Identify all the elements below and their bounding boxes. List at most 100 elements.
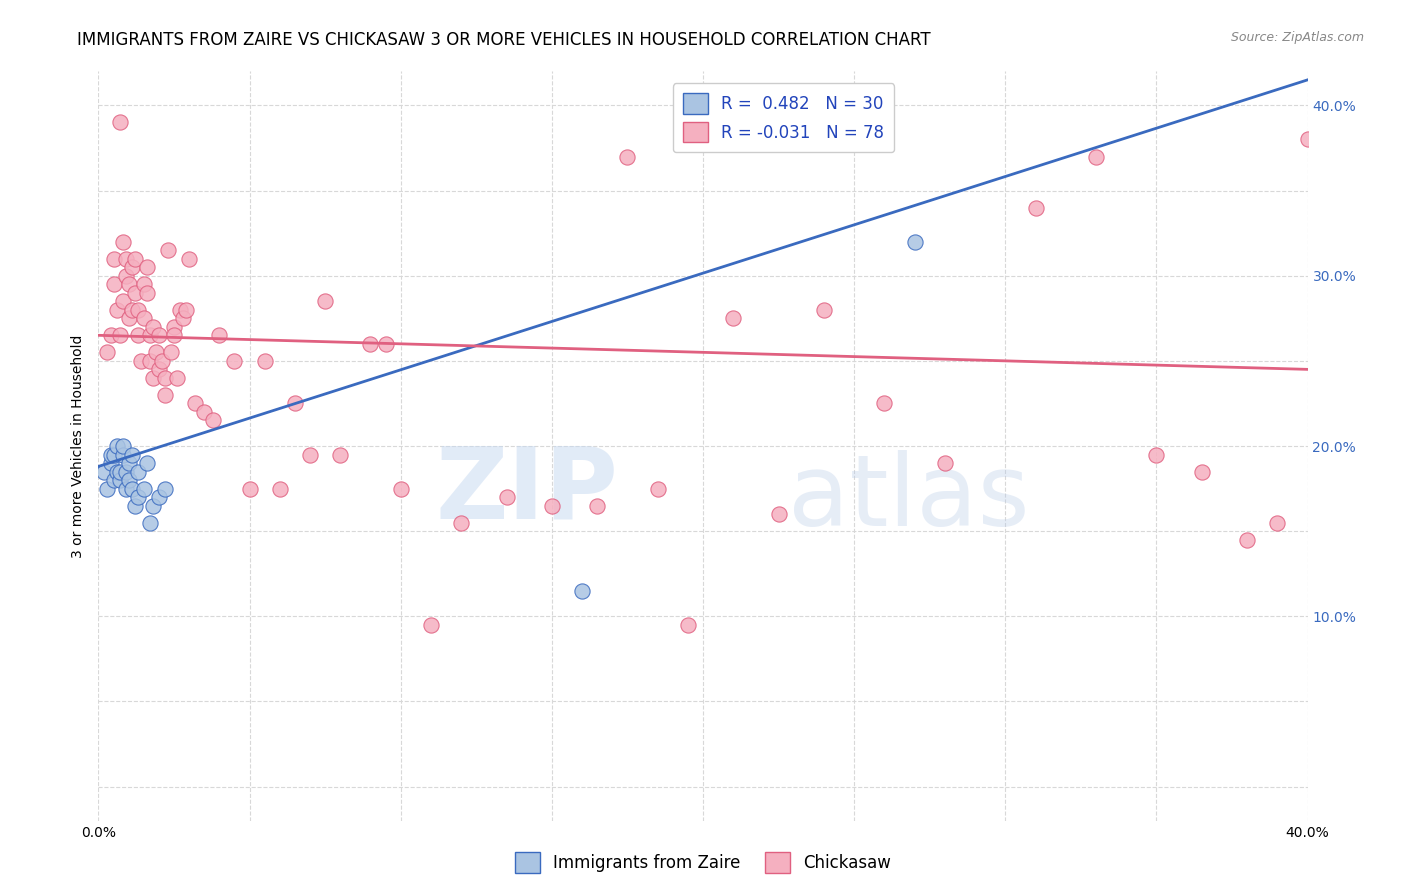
Point [111,294,134,309]
Point [184,396,207,410]
Text: ZIP: ZIP [436,442,619,540]
Point [100,456,122,470]
Point [160,345,183,359]
Point [121,448,143,462]
Point [153,371,176,385]
Point [148,328,170,343]
Point [150,354,173,368]
Point [174,302,197,317]
Point [108,473,131,487]
Point [103,448,125,462]
Point [132,311,155,326]
Text: atlas: atlas [787,450,1029,547]
Point [389,482,412,496]
Point [103,277,125,292]
Point [135,285,157,300]
Point [284,396,307,410]
Point [127,328,149,343]
Point [100,328,122,343]
Point [129,354,152,368]
Point [156,243,179,257]
Point [153,482,176,496]
Point [139,328,162,343]
Point [132,482,155,496]
Point [768,507,790,521]
Point [616,149,638,163]
Point [124,285,146,300]
Y-axis label: 3 or more Vehicles in Household: 3 or more Vehicles in Household [72,334,86,558]
Point [127,490,149,504]
Point [121,260,143,275]
Point [314,294,336,309]
Point [208,328,231,343]
Point [121,482,143,496]
Point [163,328,186,343]
Point [676,617,699,632]
Point [1085,149,1108,163]
Point [360,336,382,351]
Point [1296,132,1319,146]
Point [108,115,131,129]
Point [647,482,669,496]
Point [100,448,122,462]
Point [142,319,165,334]
Text: IMMIGRANTS FROM ZAIRE VS CHICKASAW 3 OR MORE VEHICLES IN HOUSEHOLD CORRELATION C: IMMIGRANTS FROM ZAIRE VS CHICKASAW 3 OR … [77,31,931,49]
Point [450,516,472,530]
Point [586,499,609,513]
Point [118,473,141,487]
Point [139,516,162,530]
Point [813,302,835,317]
Point [118,456,141,470]
Point [114,482,136,496]
Point [118,277,141,292]
Point [124,499,146,513]
Point [1191,465,1213,479]
Point [374,336,396,351]
Point [299,448,322,462]
Point [904,235,927,249]
Point [93,465,115,479]
Point [495,490,517,504]
Point [1024,201,1046,215]
Point [193,405,215,419]
Point [132,277,155,292]
Point [239,482,262,496]
Point [1267,516,1289,530]
Point [172,311,194,326]
Point [142,499,165,513]
Legend: R =  0.482   N = 30, R = -0.031   N = 78: R = 0.482 N = 30, R = -0.031 N = 78 [673,84,894,153]
Point [202,413,225,427]
Point [420,617,443,632]
Point [108,328,131,343]
Point [571,583,593,598]
Point [121,302,143,317]
Point [873,396,896,410]
Point [723,311,745,326]
Point [111,439,134,453]
Point [118,311,141,326]
Point [166,371,188,385]
Point [153,388,176,402]
Legend: Immigrants from Zaire, Chickasaw: Immigrants from Zaire, Chickasaw [508,846,898,880]
Point [934,456,956,470]
Point [111,448,134,462]
Point [103,473,125,487]
Point [114,465,136,479]
Point [142,371,165,385]
Point [169,302,191,317]
Point [96,482,118,496]
Point [329,448,352,462]
Point [105,465,128,479]
Point [1144,448,1167,462]
Point [145,345,167,359]
Point [127,465,149,479]
Point [111,235,134,249]
Point [96,345,118,359]
Point [124,252,146,266]
Point [148,362,170,376]
Point [224,354,246,368]
Point [108,465,131,479]
Point [1236,533,1258,547]
Point [163,319,186,334]
Point [105,302,128,317]
